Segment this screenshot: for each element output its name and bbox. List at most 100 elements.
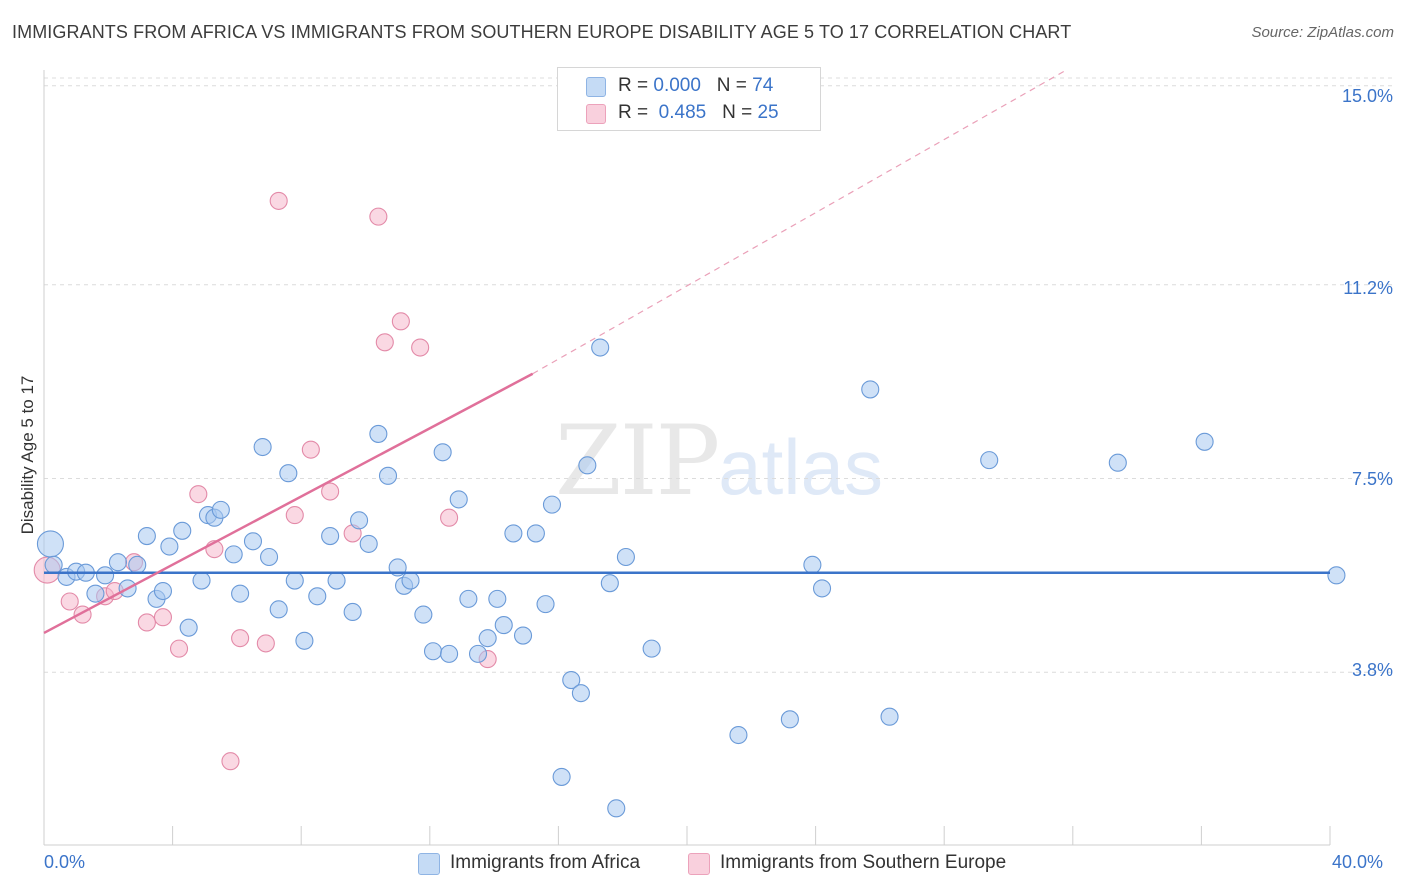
africa-point — [279, 464, 298, 483]
africa-point — [1327, 566, 1346, 585]
legend-r-label: R = — [618, 75, 649, 96]
africa-point — [231, 584, 250, 603]
x-tick-label-min: 0.0% — [44, 852, 86, 872]
legend-n-value: 74 — [752, 75, 774, 96]
africa-point — [729, 725, 748, 745]
africa-point — [780, 710, 799, 729]
southern-europe-trend-line — [43, 372, 534, 635]
africa-point — [504, 524, 523, 543]
southern-europe-point — [440, 508, 459, 527]
southern-europe-point — [321, 482, 340, 501]
africa-point — [1108, 453, 1127, 472]
africa-point — [401, 571, 420, 590]
africa-point — [369, 424, 388, 443]
africa-point — [440, 644, 459, 663]
southern-europe-point — [301, 440, 320, 459]
africa-point — [861, 380, 880, 399]
africa-point — [880, 707, 899, 726]
africa-point — [414, 605, 433, 624]
africa-point — [285, 571, 304, 590]
bottom-legend-label-southern-europe: Immigrants from Southern Europe — [720, 852, 1007, 873]
southern-europe-point — [60, 592, 79, 611]
southern-europe-point — [189, 485, 208, 504]
southern-europe-point — [256, 634, 275, 653]
southern-europe-point — [137, 613, 156, 632]
southern-europe-point — [391, 312, 410, 331]
africa-point — [459, 589, 478, 608]
southern-europe-point — [411, 338, 430, 357]
southern-europe-trend-extension — [532, 69, 1067, 375]
stats-legend: R = 0.000 N = 74 R = 0.485 N = 25 — [557, 67, 821, 131]
africa-point — [321, 526, 340, 546]
africa-point — [513, 626, 533, 645]
africa-point — [526, 524, 545, 543]
southern-europe-point — [153, 608, 173, 627]
africa-point — [44, 555, 63, 574]
africa-point — [591, 338, 610, 357]
y-tick-label: 15.0% — [1341, 86, 1393, 106]
africa-point — [179, 618, 198, 637]
africa-point — [488, 589, 507, 608]
africa-point — [359, 534, 378, 553]
africa-point — [449, 490, 468, 509]
africa-point — [578, 456, 597, 475]
africa-point — [36, 530, 64, 558]
africa-point — [327, 571, 346, 590]
southern-europe-point — [169, 639, 189, 658]
africa-point — [259, 547, 279, 567]
southern-europe-point — [269, 191, 288, 210]
legend-text-africa: R = 0.000 N = 74 — [618, 75, 773, 97]
africa-point — [536, 595, 555, 614]
legend-swatch-africa — [586, 77, 606, 97]
africa-point — [812, 579, 832, 598]
bottom-legend-label-africa: Immigrants from Africa — [450, 852, 641, 873]
africa-point — [160, 537, 179, 556]
africa-point — [571, 684, 590, 703]
africa-point — [980, 451, 999, 470]
southern-europe-point — [221, 752, 240, 771]
africa-point — [642, 639, 661, 658]
chart-title: IMMIGRANTS FROM AFRICA VS IMMIGRANTS FRO… — [12, 22, 1072, 42]
africa-point — [269, 600, 288, 619]
southern-europe-point — [285, 506, 304, 525]
africa-point — [616, 547, 635, 567]
africa-point — [433, 443, 452, 462]
source-label: Source: ZipAtlas.com — [1251, 24, 1394, 41]
africa-point — [468, 644, 488, 663]
africa-point — [552, 767, 571, 786]
africa-point — [378, 466, 398, 485]
africa-point — [192, 571, 211, 590]
africa-point — [128, 555, 147, 574]
africa-point — [173, 521, 192, 540]
bottom-legend-swatch-southern-europe — [688, 853, 710, 875]
bottom-legend-swatch-africa — [418, 853, 440, 875]
africa-point — [253, 437, 272, 457]
africa-point — [86, 584, 105, 603]
legend-swatch-southern-europe — [586, 104, 606, 124]
africa-point — [224, 545, 243, 564]
africa-point — [343, 602, 362, 622]
africa-point — [600, 574, 619, 593]
legend-r-value: 0.000 — [653, 75, 701, 96]
legend-r-value: 0.485 — [658, 102, 707, 123]
southern-europe-point — [375, 333, 394, 352]
africa-point — [153, 581, 173, 601]
legend-r-label: R = — [618, 102, 649, 123]
watermark-atlas: atlas — [718, 423, 883, 511]
africa-point — [423, 642, 443, 661]
legend-n-label: N = — [722, 102, 753, 123]
southern-europe-point — [231, 629, 250, 648]
legend-n-label: N = — [716, 75, 747, 96]
x-tick-label-max: 40.0% — [1332, 852, 1384, 872]
africa-point — [1195, 432, 1214, 451]
southern-europe-point — [369, 207, 388, 226]
africa-point — [243, 532, 263, 551]
y-tick-label: 3.8% — [1351, 660, 1393, 680]
africa-point — [96, 566, 115, 585]
africa-point — [494, 616, 513, 635]
africa-point — [137, 526, 156, 546]
africa-point — [562, 671, 581, 690]
y-tick-label: 11.2% — [1343, 278, 1393, 298]
africa-point — [350, 511, 369, 530]
